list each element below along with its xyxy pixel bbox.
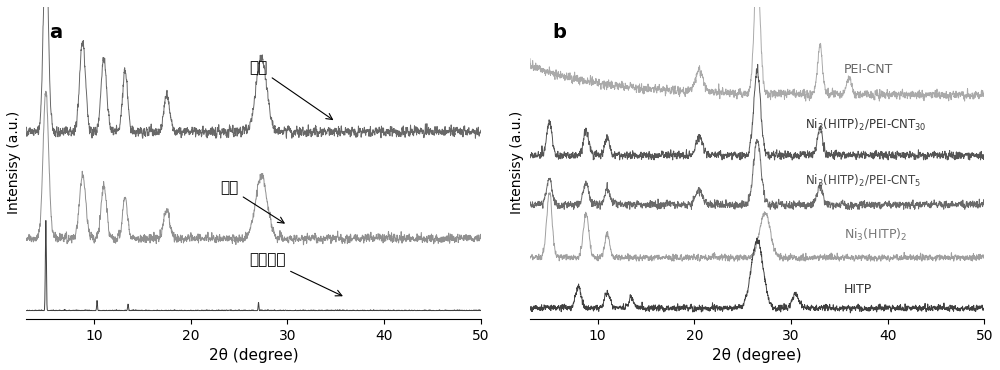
Text: PEI-CNT: PEI-CNT xyxy=(844,63,894,76)
Text: b: b xyxy=(553,23,567,41)
Y-axis label: Intensisy (a.u.): Intensisy (a.u.) xyxy=(7,111,21,215)
X-axis label: 2θ (degree): 2θ (degree) xyxy=(712,348,802,363)
Text: Ni$_3$(HITP)$_2$: Ni$_3$(HITP)$_2$ xyxy=(844,227,908,243)
Text: Ni$_3$(HITP)$_2$/PEI-CNT$_5$: Ni$_3$(HITP)$_2$/PEI-CNT$_5$ xyxy=(805,173,922,189)
Text: Ni$_3$(HITP)$_2$/PEI-CNT$_{30}$: Ni$_3$(HITP)$_2$/PEI-CNT$_{30}$ xyxy=(805,117,927,133)
Text: 理论计算: 理论计算 xyxy=(249,253,342,296)
Y-axis label: Intensisy (a.u.): Intensisy (a.u.) xyxy=(510,111,524,215)
Text: 块体: 块体 xyxy=(249,61,333,120)
Text: HITP: HITP xyxy=(844,283,872,296)
Text: a: a xyxy=(49,23,62,41)
Text: 粉末: 粉末 xyxy=(220,181,284,223)
X-axis label: 2θ (degree): 2θ (degree) xyxy=(209,348,298,363)
